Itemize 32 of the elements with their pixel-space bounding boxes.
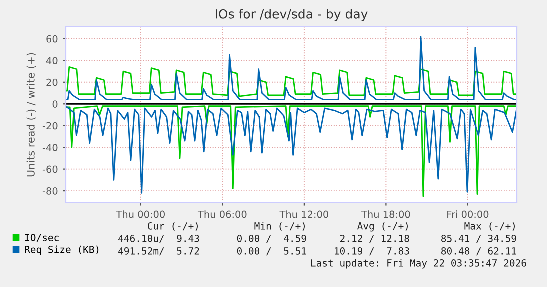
text: 446.10u/ 9.43: [118, 234, 200, 244]
text: Min (-/+): [254, 222, 305, 231]
line-series: [66, 66, 517, 98]
x-tick-label: Thu 00:00: [116, 210, 165, 218]
x-tick-label: Thu 18:00: [361, 210, 410, 218]
text: 2.12 / 12.18: [340, 234, 410, 244]
chart-title: IOs for /dev/sda - by day: [216, 9, 368, 22]
text: Avg (-/+): [358, 222, 408, 232]
y-tick-label: -20: [42, 122, 58, 130]
y-tick-label: 60: [46, 35, 58, 43]
text: 0.00 / 5.51: [237, 247, 306, 256]
text: 80.48 / 62.11: [442, 247, 516, 256]
x-tick-label: Thu 12:00: [280, 210, 328, 218]
text: 0.00 / 4.59: [237, 234, 306, 244]
text: Last update: Fri May 22 03:35:47 2026: [311, 259, 526, 269]
y-tick-label: -60: [42, 166, 58, 174]
y-tick-label: -40: [42, 144, 58, 152]
y-tick-label: 0: [52, 100, 58, 108]
text: Max (-/+): [464, 222, 515, 231]
text: 85.41 / 34.59: [442, 234, 516, 244]
x-tick-label: Thu 06:00: [198, 210, 247, 218]
y-tick-label: 40: [46, 57, 58, 65]
line-series: [66, 36, 517, 100]
legend-label: Req Size (KB): [25, 246, 99, 256]
text: 491.52m/ 5.72: [118, 247, 200, 256]
y-tick-label: 20: [46, 78, 58, 86]
y-tick-label: -80: [42, 188, 58, 195]
y-axis-title: Units read (-) / write (+): [26, 53, 36, 177]
legend-label: IO/sec: [25, 234, 59, 242]
text: 10.19 / 7.83: [335, 247, 410, 256]
text: Cur (-/+): [148, 222, 198, 231]
x-tick-label: Fri 00:00: [448, 210, 489, 218]
